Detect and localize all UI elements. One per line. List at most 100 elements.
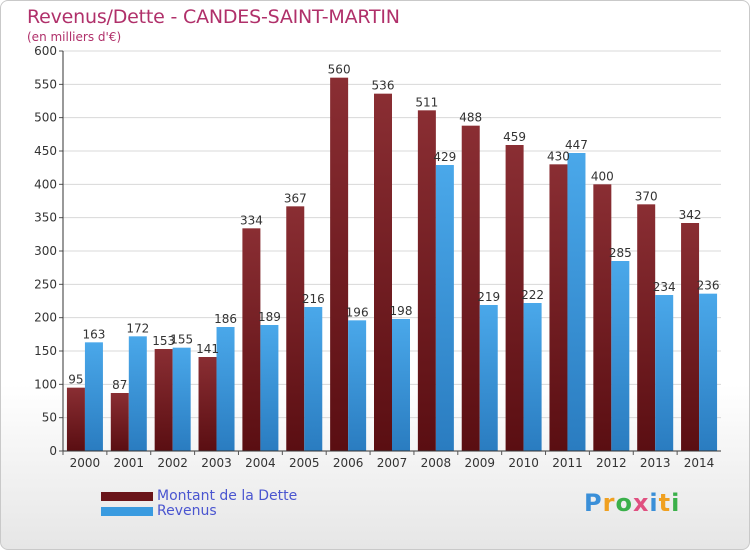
x-tick-label: 2000 xyxy=(70,456,101,470)
x-tick-label: 2006 xyxy=(333,456,364,470)
bar-revenus xyxy=(172,347,191,451)
data-label-dette: 459 xyxy=(503,130,526,144)
data-label-dette: 141 xyxy=(196,342,219,356)
bar-revenus xyxy=(655,295,674,451)
data-label-revenus: 219 xyxy=(477,290,500,304)
data-label-dette: 153 xyxy=(152,334,175,348)
data-label-revenus: 186 xyxy=(214,312,237,326)
legend-item-dette: Montant de la Dette xyxy=(101,488,297,504)
bar-revenus xyxy=(392,319,410,451)
y-tick-label: 400 xyxy=(34,177,57,191)
y-tick-label: 100 xyxy=(34,377,57,391)
bar-revenus xyxy=(435,165,454,451)
bar-dette xyxy=(330,77,349,452)
data-label-dette: 95 xyxy=(68,373,83,387)
logo-letter: t xyxy=(658,489,672,517)
data-label-revenus: 236 xyxy=(697,279,720,293)
legend-label-dette: Montant de la Dette xyxy=(157,488,298,504)
x-tick-label: 2013 xyxy=(640,456,671,470)
bar-dette xyxy=(417,110,436,451)
data-label-revenus: 429 xyxy=(433,150,456,164)
bar-dette xyxy=(110,393,129,451)
data-label-revenus: 222 xyxy=(521,288,544,302)
data-label-dette: 342 xyxy=(679,208,702,222)
x-tick-label: 2002 xyxy=(157,456,188,470)
y-tick-label: 550 xyxy=(34,77,57,91)
data-label-revenus: 172 xyxy=(126,321,149,335)
data-label-revenus: 189 xyxy=(258,310,281,324)
logo-letter: o xyxy=(615,489,633,517)
x-tick-label: 2011 xyxy=(552,456,583,470)
logo-letter: P xyxy=(584,489,603,517)
x-tick-label: 2001 xyxy=(114,456,145,470)
data-label-revenus: 155 xyxy=(170,333,193,347)
bar-dette xyxy=(461,125,480,452)
bar-dette xyxy=(66,387,85,451)
y-tick-label: 350 xyxy=(34,211,57,225)
logo-letter: i xyxy=(649,489,659,517)
bar-dette xyxy=(374,93,392,452)
y-tick-label: 250 xyxy=(34,277,57,291)
x-tick-label: 2010 xyxy=(508,456,539,470)
bar-revenus xyxy=(348,320,367,451)
y-tick-label: 200 xyxy=(34,311,57,325)
y-tick-label: 150 xyxy=(34,344,57,358)
bar-revenus xyxy=(699,293,718,451)
bar-revenus xyxy=(523,303,542,451)
data-label-dette: 400 xyxy=(591,169,614,183)
bar-revenus xyxy=(84,342,103,451)
x-tick-label: 2004 xyxy=(245,456,276,470)
data-label-dette: 87 xyxy=(112,378,127,392)
data-label-revenus: 447 xyxy=(565,138,588,152)
legend-item-revenus: Revenus xyxy=(101,503,217,519)
legend-swatch-revenus xyxy=(101,506,153,516)
y-tick-label: 450 xyxy=(34,144,57,158)
x-tick-label: 2012 xyxy=(596,456,627,470)
bar-revenus xyxy=(260,325,279,451)
x-tick-label: 2008 xyxy=(421,456,452,470)
logo-letter: i xyxy=(671,489,681,517)
data-label-revenus: 198 xyxy=(390,304,413,318)
y-tick-label: 600 xyxy=(34,44,57,58)
data-label-dette: 367 xyxy=(284,191,307,205)
x-tick-label: 2014 xyxy=(684,456,715,470)
bar-dette xyxy=(505,145,524,451)
data-label-dette: 536 xyxy=(372,79,395,93)
y-tick-label: 300 xyxy=(34,244,57,258)
bar-revenus xyxy=(567,153,586,451)
bar-revenus xyxy=(216,327,235,451)
bar-revenus xyxy=(128,336,147,451)
data-label-dette: 560 xyxy=(328,63,351,77)
data-label-dette: 370 xyxy=(635,189,658,203)
bar-dette xyxy=(154,349,173,451)
bar-dette xyxy=(198,357,217,451)
bar-revenus xyxy=(479,305,498,451)
bar-dette xyxy=(286,206,305,451)
legend-label-revenus: Revenus xyxy=(157,503,217,519)
bar-dette xyxy=(637,204,656,451)
bar-dette xyxy=(681,223,700,451)
legend-swatch-dette xyxy=(101,491,153,501)
data-label-dette: 334 xyxy=(240,213,263,227)
x-tick-label: 2003 xyxy=(201,456,232,470)
chart-title: Revenus/Dette - CANDES-SAINT-MARTIN xyxy=(27,6,400,28)
x-tick-label: 2005 xyxy=(289,456,320,470)
proxiti-logo: Proxiti xyxy=(584,489,680,517)
data-label-dette: 511 xyxy=(415,95,438,109)
bar-dette xyxy=(549,164,568,452)
bar-dette xyxy=(242,228,261,451)
data-label-dette: 488 xyxy=(459,111,482,125)
logo-letter: x xyxy=(632,489,650,517)
x-tick-label: 2009 xyxy=(464,456,495,470)
x-tick-label: 2007 xyxy=(377,456,408,470)
bar-dette xyxy=(593,184,612,452)
y-tick-label: 50 xyxy=(42,411,57,425)
data-label-revenus: 234 xyxy=(653,280,676,294)
bar-revenus xyxy=(611,261,630,451)
data-label-revenus: 216 xyxy=(302,292,325,306)
y-tick-label: 0 xyxy=(49,444,57,458)
logo-letter: r xyxy=(602,489,616,517)
y-tick-label: 500 xyxy=(34,111,57,125)
